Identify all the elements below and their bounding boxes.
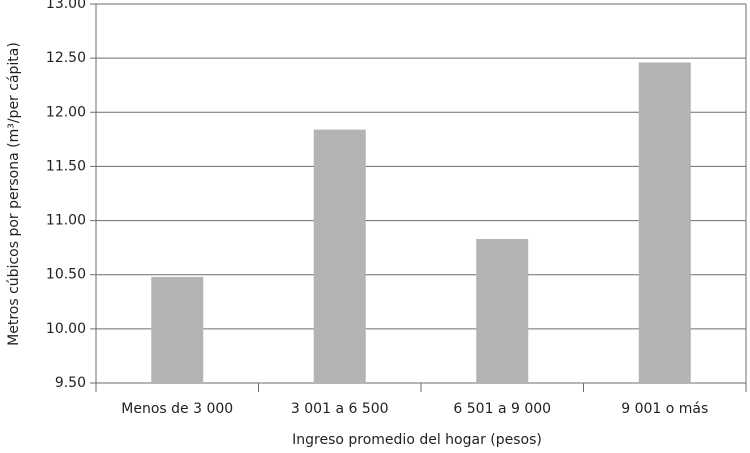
y-tick-label: 9.50 xyxy=(55,375,86,391)
bar xyxy=(476,238,529,383)
x-tick-label: 9 001 o más xyxy=(621,401,708,417)
bar xyxy=(313,129,366,383)
y-axis-title: Metros cúbicos por persona (m³/per cápit… xyxy=(6,42,22,346)
y-tick-label: 10.00 xyxy=(46,321,86,337)
y-tick-label: 13.00 xyxy=(46,0,86,12)
bar xyxy=(638,62,691,384)
y-tick-label: 12.50 xyxy=(46,50,86,66)
x-tick-label: 6 501 a 9 000 xyxy=(453,401,551,417)
x-axis-title: Ingreso promedio del hogar (pesos) xyxy=(292,432,542,448)
x-tick-label: 3 001 a 6 500 xyxy=(291,401,389,417)
y-tick-label: 12.00 xyxy=(46,104,86,120)
x-tick-label: Menos de 3 000 xyxy=(121,401,233,417)
y-tick-label: 11.00 xyxy=(46,213,86,229)
bar xyxy=(151,276,204,383)
y-tick-label: 11.50 xyxy=(46,158,86,174)
y-tick-label: 10.50 xyxy=(46,267,86,283)
